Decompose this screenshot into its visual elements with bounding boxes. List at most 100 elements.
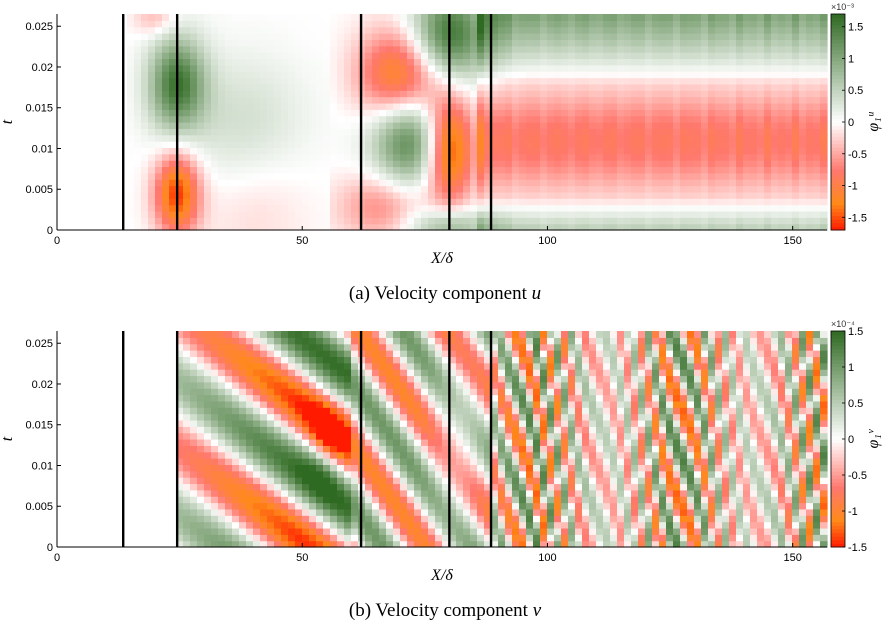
heatmap-cell xyxy=(64,521,72,529)
heatmap-cell xyxy=(589,109,597,117)
heatmap-cell xyxy=(442,33,450,41)
heatmap-cell xyxy=(428,20,436,28)
heatmap-cell xyxy=(155,458,163,466)
heatmap-cell xyxy=(526,102,534,110)
heatmap-cell xyxy=(57,14,65,21)
heatmap-cell xyxy=(435,14,443,21)
heatmap-cell xyxy=(603,210,611,218)
heatmap-cell xyxy=(176,419,184,427)
heatmap-cell xyxy=(659,45,667,53)
heatmap-cell xyxy=(435,83,443,91)
heatmap-cell xyxy=(225,508,233,516)
heatmap-cell xyxy=(309,83,317,91)
heatmap-cell xyxy=(750,83,758,91)
heatmap-cell xyxy=(92,122,100,129)
heatmap-cell xyxy=(610,166,618,174)
heatmap-cell xyxy=(113,445,121,453)
heatmap-cell xyxy=(302,134,310,142)
heatmap-cell xyxy=(582,115,590,123)
heatmap-cell xyxy=(673,14,681,21)
heatmap-cell xyxy=(694,172,702,180)
heatmap-cell xyxy=(323,52,331,60)
heatmap-cell xyxy=(617,14,625,21)
heatmap-cell xyxy=(162,210,170,218)
heatmap-cell xyxy=(169,496,177,504)
heatmap-cell xyxy=(414,160,422,168)
heatmap-cell xyxy=(176,14,184,21)
heatmap-cell xyxy=(400,90,408,98)
heatmap-cell xyxy=(743,71,751,79)
heatmap-cell xyxy=(526,64,534,72)
heatmap-cell xyxy=(624,71,632,79)
heatmap-cell xyxy=(414,210,422,218)
heatmap-cell xyxy=(316,191,324,199)
heatmap-cell xyxy=(316,134,324,142)
heatmap-cell xyxy=(330,128,338,136)
heatmap-cell xyxy=(792,179,800,187)
heatmap-cell xyxy=(365,160,373,168)
heatmap-cell xyxy=(211,369,219,377)
heatmap-cell xyxy=(218,445,226,453)
heatmap-cell xyxy=(771,217,779,225)
heatmap-cell xyxy=(806,172,814,180)
heatmap-cell xyxy=(253,540,261,548)
heatmap-cell xyxy=(64,204,72,212)
heatmap-cell xyxy=(323,96,331,104)
heatmap-cell xyxy=(372,223,380,231)
heatmap-cell xyxy=(498,141,506,149)
heatmap-cell xyxy=(281,58,289,66)
heatmap-cell xyxy=(85,350,93,358)
heatmap-cell xyxy=(78,337,86,345)
heatmap-cell xyxy=(449,191,457,199)
heatmap-cell xyxy=(57,394,65,402)
heatmap-cell xyxy=(85,166,93,174)
heatmap-cell xyxy=(323,204,331,212)
heatmap-cell xyxy=(148,489,156,497)
heatmap-cell xyxy=(162,160,170,168)
heatmap-cell xyxy=(225,407,233,415)
heatmap-cell xyxy=(64,477,72,485)
heatmap-cell xyxy=(386,191,394,199)
heatmap-cell xyxy=(477,20,485,28)
heatmap-cell xyxy=(211,223,219,231)
heatmap-cell xyxy=(141,356,149,364)
heatmap-cell xyxy=(323,45,331,53)
heatmap-cell xyxy=(428,64,436,72)
heatmap-cell xyxy=(197,337,205,345)
heatmap-cell xyxy=(610,109,618,117)
heatmap-cell xyxy=(57,90,65,98)
heatmap-cell xyxy=(603,45,611,53)
heatmap-cell xyxy=(687,153,695,161)
heatmap-cell xyxy=(134,534,142,542)
heatmap-cell xyxy=(764,45,772,53)
heatmap-cell xyxy=(127,508,135,516)
heatmap-cell xyxy=(407,52,415,60)
heatmap-cell xyxy=(414,185,422,193)
heatmap-cell xyxy=(435,77,443,85)
heatmap-cell xyxy=(351,147,359,155)
heatmap-cell xyxy=(71,153,79,161)
heatmap-cell xyxy=(512,179,520,187)
heatmap-cell xyxy=(197,223,205,231)
heatmap-cell xyxy=(176,26,184,34)
heatmap-cell xyxy=(820,77,828,85)
heatmap-cell xyxy=(792,185,800,193)
heatmap-cell xyxy=(365,52,373,60)
heatmap-cell xyxy=(505,166,513,174)
heatmap-cell xyxy=(267,508,275,516)
heatmap-cell xyxy=(442,147,450,155)
heatmap-cell xyxy=(281,217,289,225)
heatmap-cell xyxy=(701,52,709,60)
heatmap-cell xyxy=(806,39,814,47)
heatmap-cell xyxy=(281,362,289,370)
heatmap-cell xyxy=(85,451,93,459)
heatmap-cell xyxy=(708,179,716,187)
heatmap-cell xyxy=(64,470,72,478)
heatmap-cell xyxy=(680,166,688,174)
heatmap-cell xyxy=(92,540,100,548)
heatmap-cell xyxy=(624,204,632,212)
heatmap-cell xyxy=(113,394,121,402)
heatmap-cell xyxy=(393,134,401,142)
heatmap-cell xyxy=(470,191,478,199)
heatmap-cell xyxy=(491,179,499,187)
